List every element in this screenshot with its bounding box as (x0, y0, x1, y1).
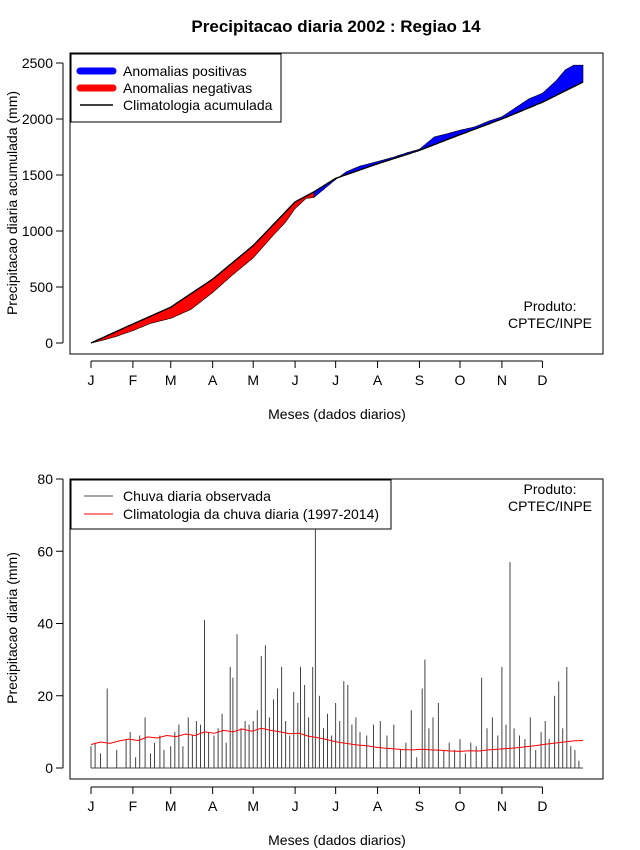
top-y-tick-label: 0 (45, 335, 53, 351)
bottom-x-tick-label: A (373, 798, 383, 814)
negative-anomaly-area (90, 191, 315, 344)
top-x-tick-label: M (247, 372, 259, 388)
bottom-x-tick-label: A (208, 798, 218, 814)
bottom-plot-frame (69, 478, 604, 780)
top-x-tick-label: F (129, 372, 138, 388)
top-x-tick-label: D (537, 372, 547, 388)
bottom-x-tick-label: M (247, 798, 259, 814)
bottom-y-tick-label: 20 (37, 688, 53, 704)
top-y-tick-label: 500 (30, 279, 54, 295)
top-y-axis: 0 500 1000 1500 2000 2500 (22, 55, 64, 351)
positive-anomaly-area (313, 64, 584, 199)
legend-label-negative: Anomalias negativas (123, 80, 252, 96)
cumulative-plot (69, 52, 604, 355)
bottom-legend-box (70, 479, 392, 530)
bottom-x-tick-label: J (88, 798, 95, 814)
top-x-tick-label: A (208, 372, 218, 388)
climatology-daily-line (90, 727, 584, 752)
daily-plot (69, 478, 604, 780)
bottom-x-tick-label: O (455, 798, 466, 814)
top-y-tick-label: 2000 (22, 111, 53, 127)
top-y-axis-label: Precipitacao diaria acumulada (mm) (4, 91, 20, 315)
bottom-x-tick-label: N (497, 798, 507, 814)
bottom-legend: Chuva diaria observada Climatologia da c… (70, 479, 392, 530)
bottom-y-tick-label: 80 (37, 471, 53, 487)
top-x-tick-label: N (497, 372, 507, 388)
top-x-tick-label: J (292, 372, 299, 388)
top-y-tick-label: 2500 (22, 55, 53, 71)
bottom-x-tick-label: D (537, 798, 547, 814)
top-legend: Anomalias positivas Anomalias negativas … (70, 53, 282, 123)
top-plot-frame (69, 52, 604, 355)
bottom-y-tick-label: 0 (45, 760, 53, 776)
top-y-tick-label: 1500 (22, 167, 53, 183)
legend-label-climatology-daily: Climatologia da chuva diaria (1997-2014) (123, 506, 379, 522)
bottom-y-tick-label: 40 (37, 616, 53, 632)
observed-rain-bars (90, 529, 583, 769)
top-x-tick-label: J (332, 372, 339, 388)
legend-label-climatology: Climatologia acumulada (123, 97, 273, 113)
bottom-x-tick-label: S (415, 798, 424, 814)
bottom-x-axis-label: Meses (dados diarios) (268, 832, 406, 848)
top-credit-line2: CPTEC/INPE (508, 315, 592, 331)
bottom-credit-line2: CPTEC/INPE (508, 498, 592, 514)
chart-title: Precipitacao diaria 2002 : Regiao 14 (191, 17, 481, 36)
top-x-tick-label: J (88, 372, 95, 388)
bottom-x-tick-label: M (165, 798, 177, 814)
bottom-y-axis-label: Precipitacao diaria (mm) (4, 552, 20, 704)
top-x-axis-label: Meses (dados diarios) (268, 406, 406, 422)
top-x-tick-label: S (415, 372, 424, 388)
top-y-tick-label: 1000 (22, 223, 53, 239)
bottom-x-tick-label: J (292, 798, 299, 814)
bottom-y-tick-label: 60 (37, 543, 53, 559)
bottom-x-tick-label: J (332, 798, 339, 814)
bottom-credit-line1: Produto: (524, 481, 577, 497)
bottom-y-axis: 0 20 40 60 80 (37, 471, 64, 776)
legend-label-positive: Anomalias positivas (123, 63, 247, 79)
top-x-tick-label: M (165, 372, 177, 388)
top-credit-line1: Produto: (524, 298, 577, 314)
bottom-x-tick-label: F (129, 798, 138, 814)
top-x-tick-label: O (455, 372, 466, 388)
top-x-tick-label: A (373, 372, 383, 388)
climatology-cumulative-line (90, 81, 584, 344)
legend-label-observed: Chuva diaria observada (123, 488, 271, 504)
